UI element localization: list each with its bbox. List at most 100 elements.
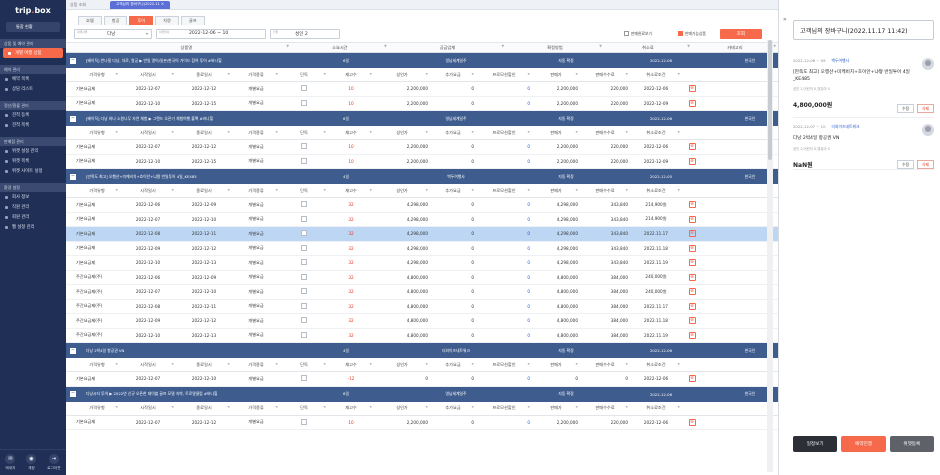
table-row[interactable]: 주간요금제(주) 2022-12-10 2022-12-13 개별요금 32 4,800,… [66,329,778,343]
sidebar-item[interactable]: 웹 설정 관리 [0,222,66,232]
filter-icon[interactable]: ▼ [527,71,530,76]
sub-column-header[interactable]: 판매가 ▼ [550,187,578,193]
sub-column-header[interactable]: 단독 ▼ [300,405,326,410]
cell-12[interactable]: ⊕ [682,259,702,267]
sub-column-header[interactable]: 가격유형 ▼ [89,361,118,367]
sub-column-header[interactable]: 취소료조건 ▼ [646,71,680,77]
filter-icon[interactable]: ▼ [575,71,578,76]
cart-document-tab[interactable]: 고객님의 장바구니(2022.11 ✕ [110,0,171,9]
cart-icon[interactable]: ⊕ [688,288,696,296]
cell-4[interactable] [280,259,328,266]
filter-icon[interactable]: ▼ [275,405,278,409]
cell-12[interactable]: ⊕ [682,230,702,238]
tab-2[interactable]: 투어 [129,16,154,25]
filter-icon[interactable]: ▼ [425,187,428,192]
table-row[interactable]: 기본요금제 2022-12-07 2022-12-12 개별요금 10 2,200,000… [66,82,778,97]
filter-icon[interactable]: ▼ [625,71,628,76]
cell-12[interactable]: ⊕ [682,288,702,296]
exclusive-checkbox[interactable] [301,157,307,164]
filter-icon[interactable]: ▼ [227,361,230,366]
sidebar-item[interactable]: 예약 목록 [0,74,66,84]
cart-icon[interactable]: ⊕ [688,215,696,223]
filter-icon[interactable]: ▼ [369,405,372,409]
cell-12[interactable]: ⊕ [682,99,702,107]
sub-column-header[interactable]: 가격종류 ▼ [248,361,278,367]
sidebar-item[interactable]: 회사 정보 [0,192,66,202]
cart-icon[interactable]: ⊕ [688,85,696,93]
cell-4[interactable] [280,85,328,92]
product-group-row[interactable]: − [베이직] 다낭 바나 소원나무 자연 체험 ▶ 그랜드 오픈기 체험여행 풀… [66,111,778,126]
filter-icon[interactable]: ▼ [425,71,428,76]
cell-4[interactable] [280,418,328,426]
cell-4[interactable] [280,201,328,208]
column-header[interactable]: 확정방법 ▼ [547,43,602,50]
cart-icon[interactable]: ⊕ [688,317,696,325]
filter-icon[interactable]: ▼ [323,129,326,134]
cell-4[interactable] [280,302,328,310]
table-row[interactable]: 기본요금제 2022-12-07 2022-12-10 개별요금 -12 0 0 0 0 0 202… [66,372,778,387]
edit-button[interactable]: 수정 [897,104,914,113]
table-row[interactable]: 기본요금제 2022-12-07 2022-12-12 개별요금 10 2,200,000… [66,416,778,430]
sidebar-item[interactable]: 견적 목록 [0,120,66,130]
filter-icon[interactable]: ▼ [425,361,428,366]
cart-icon[interactable]: ⊕ [688,201,696,209]
filter-icon[interactable]: ▼ [471,129,474,134]
cart-icon[interactable]: ⊕ [688,302,696,310]
exclusive-checkbox[interactable] [301,99,307,106]
sidebar-item[interactable]: 상담 리스트 [0,84,66,94]
date-range-field[interactable]: 여행일자 2022-12-06 ~ 10 [156,28,266,39]
filter-icon[interactable]: ▼ [115,361,118,366]
sub-column-header[interactable]: 프로모션할인 ▼ [492,187,530,193]
cart-item[interactable]: 2022-12-06 ~ 09 백두여행사 [만족도 최고] 오행산+미케비치+호이… [793,58,934,118]
filter-icon[interactable]: ▼ [425,129,428,134]
column-header[interactable]: 카테고리 ▼ [727,43,776,50]
cell-4[interactable] [280,273,328,281]
sub-column-header[interactable]: 종료일시 ▼ [196,405,230,410]
filter-icon[interactable]: ▼ [527,187,530,192]
exclusive-checkbox[interactable] [301,317,307,324]
sub-column-header[interactable]: 추가요금 ▼ [445,405,474,410]
cell-12[interactable]: ⊕ [682,418,702,426]
filter-icon[interactable]: ▼ [323,71,326,76]
sub-column-header[interactable]: 가격유형 ▼ [89,129,118,135]
cell-4[interactable] [280,99,328,107]
filter-icon[interactable]: ▼ [171,361,174,366]
table-row[interactable]: 기본요금제 2022-12-10 2022-12-15 개별요금 10 2,200,000… [66,97,778,111]
table-row[interactable]: 기본요금제 2022-12-08 2022-12-11 개별요금 32 4,298,000… [66,227,778,242]
sub-column-header[interactable]: 재고수 ▼ [345,361,372,367]
collapse-panel-icon[interactable]: » [783,16,787,23]
cell-12[interactable]: ⊕ [682,143,702,151]
filter-icon[interactable]: ▼ [677,129,680,134]
filter-icon[interactable]: ▼ [171,187,174,192]
sidebar-bottom-logout-button[interactable]: ⇥ 로그아웃 [47,454,61,471]
exclusive-checkbox[interactable] [301,201,307,208]
product-group-row[interactable]: − [베이직] 반나절 다낭, 차로, 왕궁 ▶ 반일 영어/일본/한국어 가이드… [66,53,778,68]
table-row[interactable]: 기본요금제 2022-12-07 2022-12-12 개별요금 10 2,200,000… [66,140,778,155]
sub-column-header[interactable]: 성인가 ▼ [396,129,428,135]
table-row[interactable]: 기본요금제 2022-12-06 2022-12-09 개별요금 32 4,298,000… [66,198,778,213]
home-button[interactable]: 통합 현황 [6,22,60,32]
sidebar-item[interactable]: 위젯 사이트 설정 [0,166,66,176]
sub-column-header[interactable]: 재고수 ▼ [345,187,372,193]
soldout-checkbox[interactable]: 판매완료보기 [624,31,652,37]
filter-icon[interactable]: ▼ [677,405,680,409]
cart-item[interactable]: 2022-12-07 ~ 10 더와이즈네트워크 다낭 2박4일 항공권 VN 성인 … [793,124,934,170]
table-row[interactable]: 주간요금제(주) 2022-12-09 2022-12-12 개별요금 32 4,800,… [66,314,778,329]
cart-icon[interactable]: ⊕ [688,331,696,339]
exclusive-checkbox[interactable] [301,331,307,338]
filter-icon[interactable]: ▼ [677,361,680,366]
widget-register-button[interactable]: 위젯등록 [889,436,934,452]
product-group-row[interactable]: − 다낭시티 투어 ▶ 2022년 신규 오픈한 테이블 골프 모델 숙박, 트로… [66,386,778,402]
filter-icon[interactable]: ▼ [323,187,326,192]
sub-column-header[interactable]: 가격종류 ▼ [248,129,278,135]
table-row[interactable]: 기본요금제 2022-12-10 2022-12-13 개별요금 32 4,298,000… [66,256,778,271]
cell-4[interactable] [280,143,328,150]
sub-column-header[interactable]: 판매가 ▼ [550,129,578,135]
filter-icon[interactable]: ▼ [115,405,118,409]
sidebar-item[interactable]: 위젯 설정 관리 [0,146,66,156]
sub-column-header[interactable]: 단독 ▼ [300,129,326,135]
sub-column-header[interactable]: 시작일시 ▼ [140,129,174,135]
exclusive-checkbox[interactable] [301,375,307,382]
table-row[interactable]: 기본요금제 2022-12-10 2022-12-15 개별요금 10 2,200,000… [66,155,778,169]
filter-icon[interactable]: ▼ [527,405,530,409]
